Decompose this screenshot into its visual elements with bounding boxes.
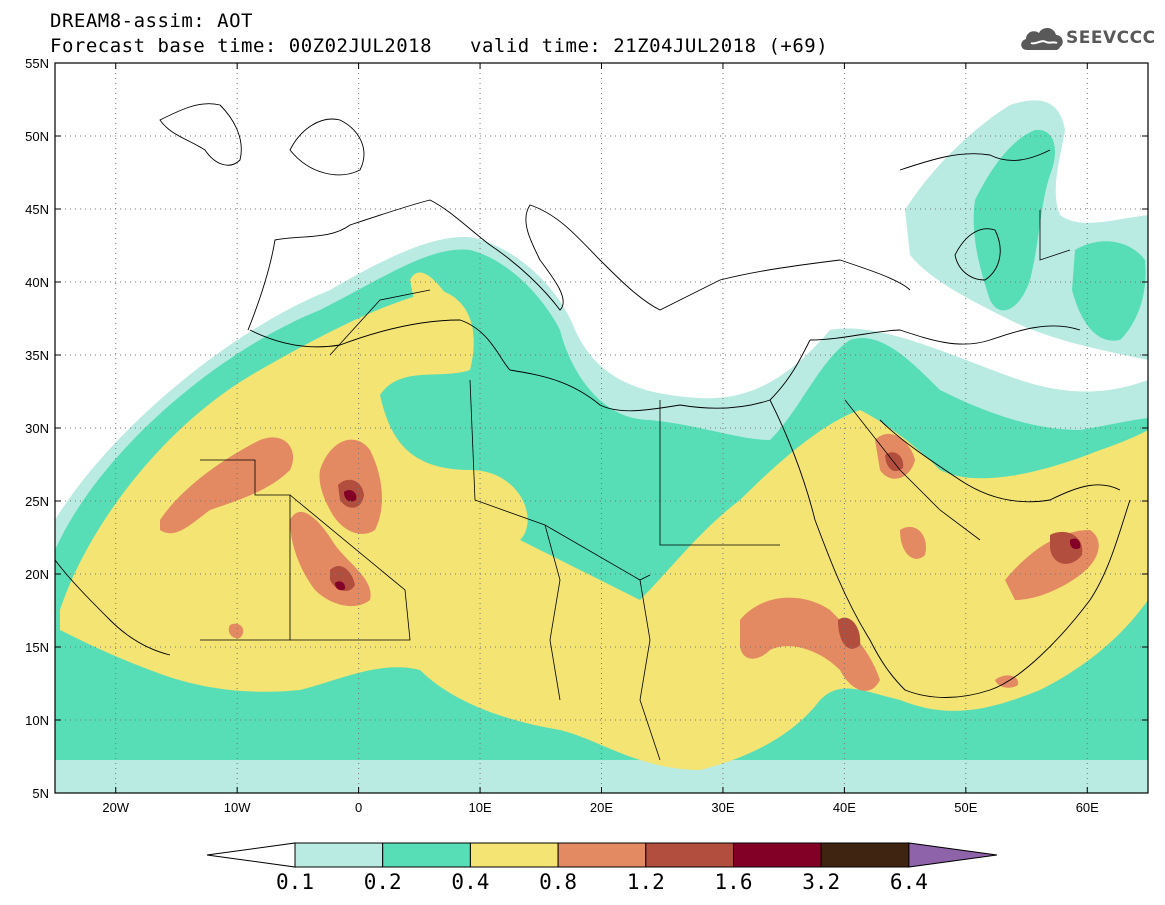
lat-label: 10N <box>25 713 49 728</box>
valid-time: valid time: 21Z04JUL2018 (+69) <box>470 35 829 57</box>
lat-label: 50N <box>25 129 49 144</box>
country-borders <box>200 210 1071 761</box>
colorbar-swatch <box>820 842 910 868</box>
colorbar-level-label: 3.2 <box>802 870 841 894</box>
colorbar-swatch <box>733 842 822 868</box>
axis-ticks <box>55 62 1148 794</box>
lon-label: 10E <box>468 800 491 815</box>
colorbar-swatch <box>294 842 384 868</box>
forecast-base-time: Forecast base time: 00Z02JUL2018 <box>50 35 433 57</box>
colorbar-level-label: 0.8 <box>539 870 578 894</box>
lon-label: 0 <box>355 800 362 815</box>
lon-label: 20W <box>102 800 129 815</box>
aot-contour-1.6 <box>335 489 1081 591</box>
lat-label: 5N <box>32 786 49 801</box>
lon-label: 40E <box>833 800 856 815</box>
colorbar-swatch <box>645 842 734 868</box>
aot-field <box>55 100 1148 793</box>
lon-label: 50E <box>954 800 977 815</box>
colorbar-level-label: 0.2 <box>363 870 402 894</box>
colorbar-over-arrow <box>908 842 997 868</box>
colorbar-level-label: 1.2 <box>626 870 665 894</box>
seevccc-logo: SEEVCCC <box>1018 22 1155 56</box>
lat-label: 25N <box>25 494 49 509</box>
lon-label: 30E <box>711 800 734 815</box>
lat-label: 55N <box>25 56 49 71</box>
lat-label: 20N <box>25 567 49 582</box>
colorbar-swatch <box>382 842 471 868</box>
lat-label: 30N <box>25 421 49 436</box>
colorbar-swatch <box>469 842 559 868</box>
colorbar-under-arrow <box>206 842 296 868</box>
latitude-labels: 55N 50N 45N 40N 35N 30N 25N 20N 15N 10N 5N <box>25 56 49 801</box>
lat-label: 15N <box>25 640 49 655</box>
lon-label: 10W <box>224 800 251 815</box>
logo-text: SEEVCCC <box>1066 28 1156 48</box>
longitude-labels: 20W 10W 0 10E 20E 30E 40E 50E 60E <box>102 800 1099 815</box>
lon-label: 60E <box>1076 800 1099 815</box>
lat-label: 35N <box>25 348 49 363</box>
colorbar-level-label: 0.1 <box>276 870 314 894</box>
colorbar-level-label: 1.6 <box>714 870 753 894</box>
lat-label: 40N <box>25 275 49 290</box>
lat-label: 45N <box>25 202 49 217</box>
lon-label: 20E <box>590 800 613 815</box>
colorbar-level-label: 0.4 <box>451 870 490 894</box>
colorbar <box>206 842 997 868</box>
map-grid <box>55 63 1148 793</box>
map-title: DREAM8-assim: AOT <box>50 10 253 32</box>
aot-contour-0.4 <box>60 272 1148 770</box>
coastlines <box>54 103 1131 698</box>
colorbar-swatch <box>557 842 647 868</box>
cloud-icon <box>1021 27 1063 50</box>
colorbar-level-label: 6.4 <box>889 870 928 894</box>
